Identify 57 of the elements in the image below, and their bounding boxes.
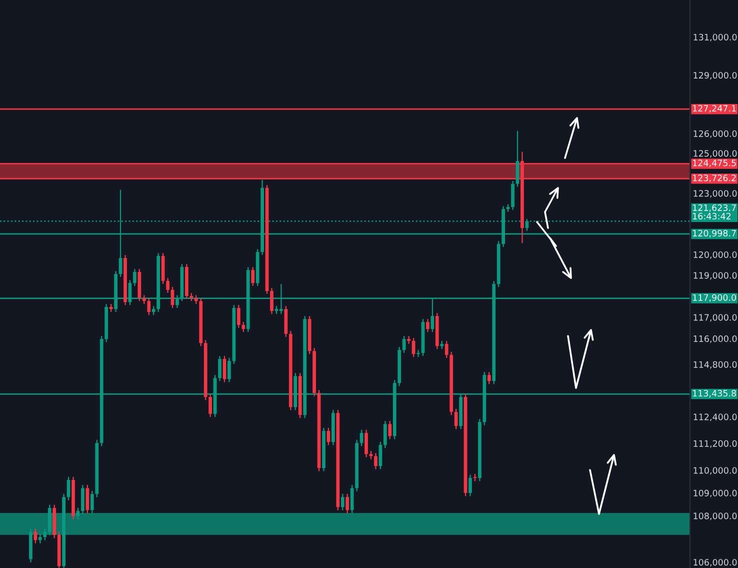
candlestick bbox=[86, 484, 90, 514]
y-tick-label: 129,000.0 bbox=[694, 72, 737, 80]
y-tick-label: 125,000.0 bbox=[694, 150, 737, 158]
candlestick bbox=[383, 420, 387, 449]
candlestick bbox=[132, 268, 136, 286]
candlestick bbox=[270, 287, 274, 314]
y-tick-label: 114,800.0 bbox=[694, 361, 737, 369]
candlestick bbox=[43, 528, 47, 541]
candlestick bbox=[166, 277, 170, 294]
y-tick-label: 123,000.0 bbox=[694, 190, 737, 198]
candlestick bbox=[228, 357, 231, 383]
ref-line-label: 121,623.7 16:43:42 bbox=[693, 204, 736, 220]
candlestick bbox=[388, 420, 392, 440]
candlestick bbox=[487, 371, 491, 385]
candlestick bbox=[378, 441, 382, 470]
candlestick bbox=[38, 533, 42, 544]
y-tick-label: 119,000.0 bbox=[694, 272, 737, 280]
y-tick-label: 112,400.0 bbox=[694, 414, 737, 422]
y-tick-label: 108,000.0 bbox=[694, 512, 737, 520]
candlestick bbox=[81, 484, 84, 515]
candlestick bbox=[444, 340, 448, 358]
candlestick bbox=[402, 335, 406, 354]
ref-line-label: 124,475.5 bbox=[693, 160, 736, 168]
candlestick bbox=[454, 408, 458, 430]
candlestick bbox=[426, 318, 430, 333]
ref-line-label: 120,998.7 bbox=[693, 230, 736, 238]
ref-line-label: 117,900.0 bbox=[693, 294, 736, 302]
y-tick-label: 120,000.0 bbox=[694, 251, 737, 259]
candlestick bbox=[350, 484, 354, 514]
candlestick bbox=[90, 490, 94, 514]
y-tick-label: 116,000.0 bbox=[694, 335, 737, 343]
candlestick bbox=[346, 493, 350, 514]
candlestick bbox=[242, 321, 246, 333]
candlestick bbox=[208, 393, 212, 418]
y-tick-label: 126,000.0 bbox=[694, 130, 737, 138]
candlestick bbox=[364, 429, 368, 458]
y-tick-label: 110,000.0 bbox=[694, 467, 737, 475]
candlestick bbox=[468, 474, 472, 497]
ref-line-label: 113,435.8 bbox=[693, 390, 736, 398]
candlestick bbox=[407, 335, 411, 344]
candlestick bbox=[511, 180, 514, 210]
ref-line-label: 123,726.2 bbox=[693, 174, 736, 182]
candlestick bbox=[218, 355, 222, 382]
candlestick bbox=[34, 528, 38, 544]
y-tick-label: 117,000.0 bbox=[694, 314, 737, 322]
candlestick bbox=[236, 304, 240, 328]
candlestick bbox=[251, 266, 255, 286]
y-tick-label: 106,000.0 bbox=[694, 558, 737, 566]
y-tick-label: 131,000.0 bbox=[694, 34, 737, 42]
ref-line-label: 127,247.1 bbox=[693, 105, 736, 113]
y-tick-label: 111,200.0 bbox=[694, 440, 737, 448]
candlestick bbox=[374, 452, 378, 470]
candlestick bbox=[147, 298, 151, 316]
candlestick bbox=[48, 504, 52, 536]
candlestick bbox=[416, 349, 420, 358]
candlestick bbox=[340, 493, 344, 511]
y-tick-label: 109,000.0 bbox=[694, 490, 737, 498]
